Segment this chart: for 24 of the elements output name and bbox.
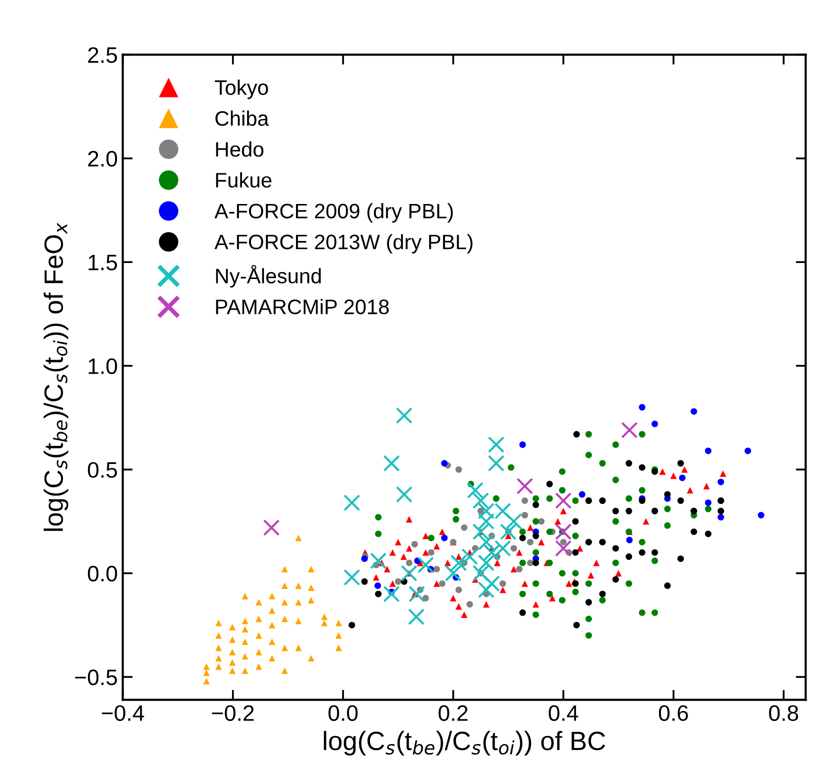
y-tick-label: 2.0	[88, 150, 118, 167]
legend-label: Chiba	[215, 110, 269, 126]
text: log(C$_{s}$(t$_{be}$)/C$_{s}$(t$_{oi}$)) of FeO$_{x}$	[44, 222, 68, 531]
x-tick-label: −0.4	[102, 705, 144, 721]
x-tick-label: 0.6	[658, 705, 688, 721]
legend-label: Hedo	[216, 141, 264, 157]
y-tick-label: 0.0	[88, 566, 118, 582]
x-tick-label: 0.0	[328, 705, 358, 721]
y-tick-label: 1.0	[88, 358, 118, 374]
y-tick-label: 2.5	[88, 47, 117, 63]
text: log(C$_{s}$(t$_{be}$)/C$_{s}$(t$_{oi}$)) of BC	[324, 730, 606, 756]
x-tick-label: −0.2	[212, 705, 254, 721]
legend-label: A-FORCE 2013W (dry PBL)	[214, 234, 472, 254]
y-tick-label: −0.5	[75, 669, 117, 686]
y-tick-label: 1.5	[88, 254, 117, 270]
y-tick-label: 0.5	[88, 462, 117, 478]
legend-label: A-FORCE 2009 (dry PBL)	[214, 203, 453, 223]
legend-label: PAMARCMiP 2018	[216, 298, 389, 314]
x-tick-label: 0.4	[548, 705, 578, 721]
legend-label: Tokyo	[214, 80, 268, 100]
x-tick-label: 0.2	[438, 705, 468, 721]
legend-label: Fukue	[216, 172, 272, 188]
legend-label: Ny-Ålesund	[216, 264, 321, 288]
x-tick-label: 0.8	[769, 705, 798, 721]
